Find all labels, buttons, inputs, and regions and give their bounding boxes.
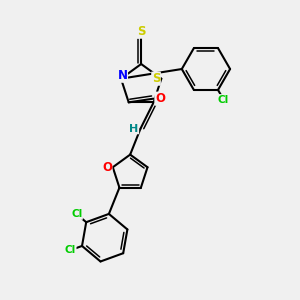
Text: S: S bbox=[152, 72, 160, 85]
Text: N: N bbox=[118, 69, 128, 82]
Text: Cl: Cl bbox=[65, 245, 76, 255]
Text: S: S bbox=[137, 25, 146, 38]
Text: O: O bbox=[155, 92, 165, 105]
Text: Cl: Cl bbox=[218, 94, 229, 105]
Text: Cl: Cl bbox=[71, 209, 82, 219]
Text: O: O bbox=[102, 161, 112, 174]
Text: H: H bbox=[129, 124, 139, 134]
